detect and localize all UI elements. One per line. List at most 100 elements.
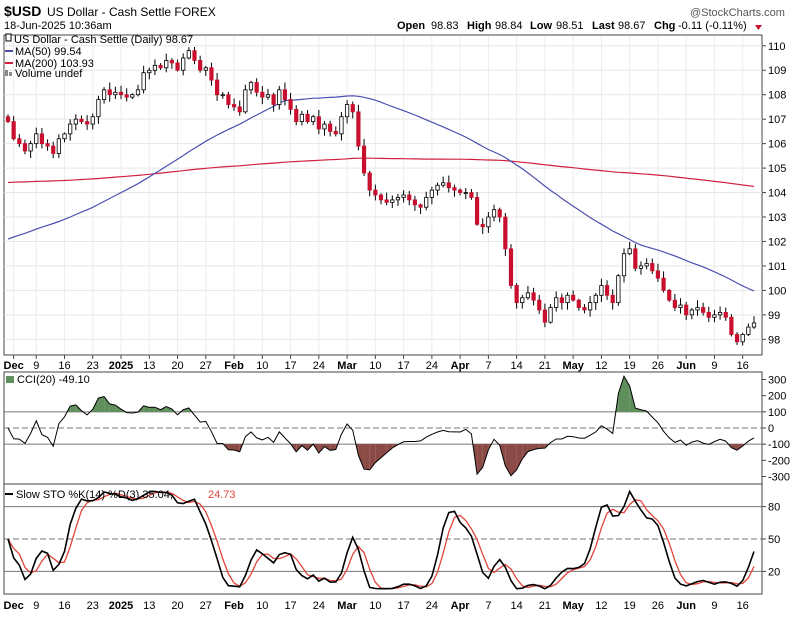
cci-fill-segment xyxy=(510,444,517,476)
cci-tick-label: -300 xyxy=(768,472,790,484)
price-tick-label: 108 xyxy=(768,90,786,102)
candle-body xyxy=(588,302,593,311)
date-tick-label: 2025 xyxy=(109,360,133,372)
candle-body xyxy=(514,285,519,304)
candle-body xyxy=(395,197,401,201)
ma50-path xyxy=(7,95,755,292)
date-tick-label: Apr xyxy=(451,360,471,372)
date-tick-label: 17 xyxy=(284,600,296,612)
date-tick-label: 27 xyxy=(200,600,212,612)
candle-body xyxy=(655,270,661,279)
candle-body xyxy=(559,297,564,304)
date-tick-label: 17 xyxy=(397,360,409,372)
candle-body xyxy=(271,94,276,105)
last-label: Last xyxy=(592,20,615,32)
cci-legend: CCI(20) -49.10 xyxy=(6,374,90,386)
chg-value: -0.11 (-0.11%) xyxy=(678,20,747,32)
date-tick-label: 10 xyxy=(256,360,268,372)
cci-fill-segment xyxy=(330,444,336,451)
ma50-line xyxy=(7,95,755,292)
candle-body xyxy=(5,116,11,123)
candle-body xyxy=(384,199,389,203)
date-tick-label: 9 xyxy=(711,600,717,612)
date-tick-label: 26 xyxy=(652,600,664,612)
candle-body xyxy=(525,292,531,299)
price-grid xyxy=(4,36,762,354)
sto-tick-label: 80 xyxy=(768,502,780,514)
date-tick-label: Dec xyxy=(4,360,24,372)
date-tick-label: 7 xyxy=(485,600,491,612)
candle-body xyxy=(107,89,112,96)
date-tick-label: 20 xyxy=(171,360,183,372)
candle-body xyxy=(198,60,203,71)
price-tick-label: 100 xyxy=(768,285,786,297)
candle-body xyxy=(531,292,536,301)
date-tick-label: Feb xyxy=(224,360,244,372)
cci-tick-label: 300 xyxy=(768,374,786,386)
instrument-name: US Dollar - Cash Settle FOREX xyxy=(47,5,216,19)
candle-body xyxy=(746,326,751,335)
candle-body xyxy=(497,209,502,218)
cci-fill-segment xyxy=(624,376,630,412)
price-tick-label: 106 xyxy=(768,139,786,151)
date-tick-label: 2025 xyxy=(109,600,133,612)
stockcharts-watermark: @StockCharts.com xyxy=(690,7,785,19)
candle-body xyxy=(729,316,734,335)
date-tick-label: 17 xyxy=(284,360,296,372)
candle-body xyxy=(604,285,610,296)
candle-body xyxy=(751,322,757,328)
cci-fill-segment xyxy=(70,404,76,412)
candle-body xyxy=(39,133,45,145)
price-y-axis: 98 99 100 101 102 103 104 105 106 107 108 109 110 xyxy=(762,41,786,346)
candle-body xyxy=(277,89,282,105)
cci-fill-segment xyxy=(522,444,528,459)
candle-body xyxy=(68,123,73,135)
candle-body xyxy=(378,194,384,201)
cci-fill-segment xyxy=(369,444,376,470)
candle-body xyxy=(418,204,423,208)
date-tick-label: 14 xyxy=(511,600,523,612)
sto-k-line xyxy=(7,489,755,590)
cci-line xyxy=(7,374,755,477)
candle-body xyxy=(243,89,248,113)
candle-body xyxy=(627,248,632,255)
legend-title: US Dollar - Cash Settle (Daily) 98.67 xyxy=(14,34,193,46)
sto-tick-label: 20 xyxy=(768,566,780,578)
date-tick-label: 17 xyxy=(397,600,409,612)
date-tick-label: 10 xyxy=(369,360,381,372)
cci-label: CCI(20) -49.10 xyxy=(17,374,90,386)
candle-body xyxy=(322,123,327,130)
cci-fill-segment xyxy=(166,406,172,412)
candle-body xyxy=(548,307,553,323)
candle-body xyxy=(169,60,174,64)
date-tick-label: 19 xyxy=(624,360,636,372)
candle-body xyxy=(480,223,485,228)
date-tick-label: 13 xyxy=(143,360,155,372)
candle-body xyxy=(181,57,186,71)
date-tick-label: 24 xyxy=(426,600,438,612)
date-tick-label: 14 xyxy=(511,360,523,372)
candle-body xyxy=(401,194,406,198)
cci-fill-segment xyxy=(358,444,365,470)
candle-body xyxy=(537,299,542,311)
candle-body xyxy=(344,104,350,118)
cci-fill-segment xyxy=(234,444,240,452)
candle-body xyxy=(554,297,559,308)
cci-legend-icon xyxy=(6,376,14,383)
candle-body xyxy=(621,253,627,277)
cci-fill-segment xyxy=(98,396,105,412)
candle-body xyxy=(305,113,310,123)
date-tick-label: 23 xyxy=(87,600,99,612)
candle-body xyxy=(491,209,497,218)
candle-body xyxy=(209,67,214,81)
candle-body xyxy=(463,192,468,194)
candle-body xyxy=(599,285,604,296)
candle-body xyxy=(734,334,740,343)
candle-body xyxy=(288,99,293,110)
date-tick-label: 16 xyxy=(737,360,749,372)
candle-body xyxy=(17,138,22,145)
candle-body xyxy=(79,118,84,123)
candle-body xyxy=(740,334,745,343)
sto-k-path xyxy=(7,489,755,590)
